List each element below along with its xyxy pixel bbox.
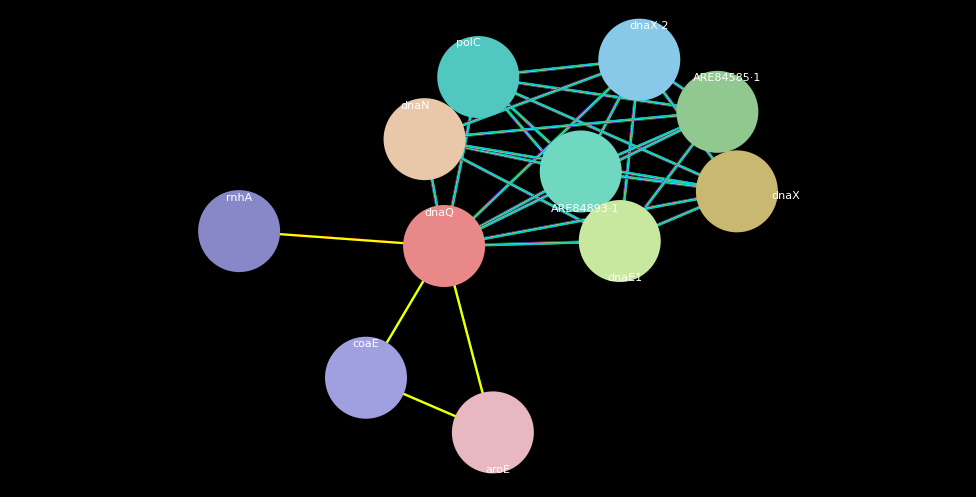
Ellipse shape <box>579 200 661 282</box>
Ellipse shape <box>452 392 534 473</box>
Text: ARE84585·1: ARE84585·1 <box>693 73 761 83</box>
Ellipse shape <box>437 36 519 118</box>
Ellipse shape <box>696 151 778 232</box>
Ellipse shape <box>540 131 622 212</box>
Ellipse shape <box>325 337 407 418</box>
Text: dnaX: dnaX <box>771 191 800 201</box>
Text: dnaQ: dnaQ <box>425 208 454 218</box>
Text: aroE: aroE <box>485 465 510 475</box>
Text: dnaE1: dnaE1 <box>607 273 642 283</box>
Ellipse shape <box>198 190 280 272</box>
Text: dnaN: dnaN <box>400 101 429 111</box>
Text: dnaX·2: dnaX·2 <box>630 21 669 31</box>
Text: ARE84893·1: ARE84893·1 <box>551 204 620 214</box>
Ellipse shape <box>403 205 485 287</box>
Ellipse shape <box>598 19 680 100</box>
Text: polC: polC <box>456 38 481 48</box>
Ellipse shape <box>676 71 758 153</box>
Text: rnhA: rnhA <box>226 193 252 203</box>
Ellipse shape <box>384 98 466 180</box>
Text: coaE: coaE <box>352 339 380 349</box>
